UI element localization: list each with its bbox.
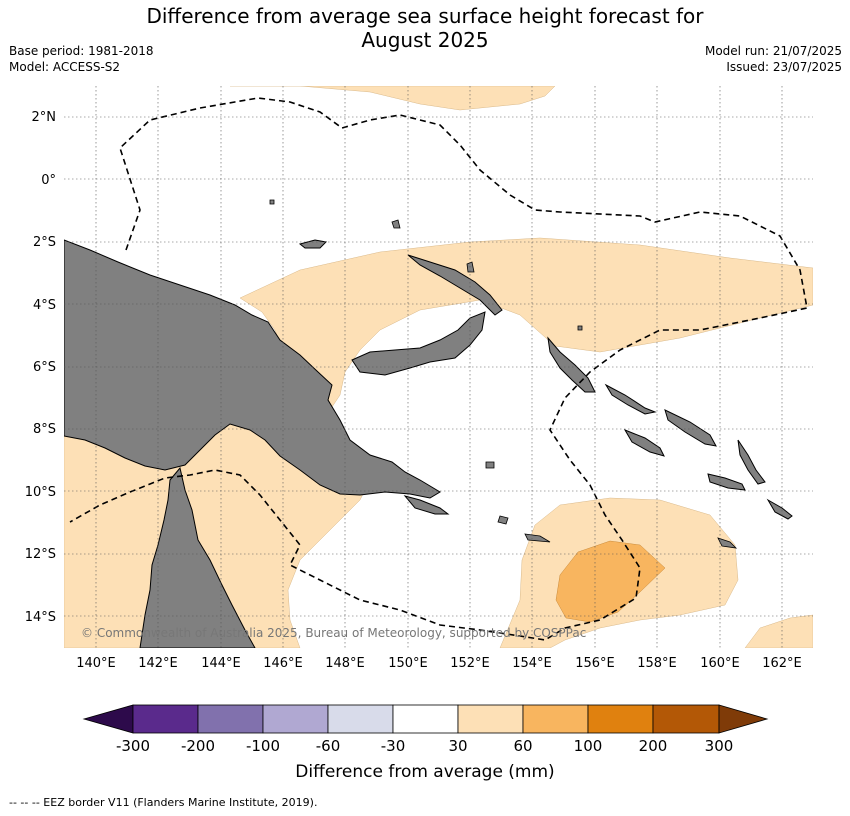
manus-island [298, 239, 328, 249]
lon-label: 154°E [512, 656, 552, 671]
model-run: Model run: 21/07/2025 [704, 44, 842, 58]
model-name: Model: ACCESS-S2 [9, 60, 121, 74]
colorbar-extend-low [82, 704, 134, 734]
colorbar-tick: 300 [705, 737, 734, 755]
colorbar-ticks: -300 -200 -100 -60 -30 30 60 100 200 300 [116, 737, 733, 755]
colorbar-tick: -200 [181, 737, 215, 755]
lon-label: 144°E [201, 656, 241, 671]
solomon-islands-5 [737, 439, 766, 485]
colorbar-segment [132, 704, 199, 734]
colorbar-tick: 100 [574, 737, 603, 755]
lon-label: 142°E [138, 656, 178, 671]
lon-label: 162°E [762, 656, 802, 671]
graticule [64, 86, 813, 648]
lon-label: 140°E [76, 656, 116, 671]
longitude-labels: 140°E 142°E 144°E 146°E 148°E 150°E 152°… [76, 656, 802, 671]
colorbar-tick: 60 [513, 737, 532, 755]
colorbar-segment [327, 704, 394, 734]
new-britain-island [351, 311, 486, 376]
anomaly-region-north [230, 86, 556, 111]
issued-date: Issued: 23/07/2025 [726, 60, 842, 74]
lat-label: 10°S [25, 485, 56, 500]
cape-york-peninsula [139, 466, 256, 648]
solomon-islands-1 [604, 383, 657, 415]
map-title: Difference from average sea surface heig… [0, 4, 850, 52]
colorbar-segment [522, 704, 589, 734]
colorbar-tick: -300 [116, 737, 150, 755]
lat-label: 12°S [25, 547, 56, 562]
meta-right: Model run: 21/07/2025 Issued: 23/07/2025 [705, 43, 842, 75]
colorbar-tick: -100 [246, 737, 280, 755]
colorbar-segment [457, 704, 524, 734]
colorbar [82, 704, 769, 734]
lat-label: 2°N [32, 110, 57, 125]
lat-label: 0° [41, 173, 56, 188]
colorbar-tick: 30 [448, 737, 467, 755]
colorbar-label: Difference from average (mm) [295, 762, 555, 782]
lon-label: 152°E [450, 656, 490, 671]
eez-border [69, 97, 808, 641]
map-plot-area: © Commonwealth of Australia 2025, Bureau… [64, 86, 813, 648]
base-period: Base period: 1981-2018 [9, 44, 154, 58]
lat-label: 2°S [33, 235, 56, 250]
new-ireland-island [407, 254, 503, 316]
colorbar-tick: 200 [639, 737, 668, 755]
lat-label: 14°S [25, 610, 56, 625]
lon-label: 146°E [263, 656, 303, 671]
colorbar-tick: -60 [316, 737, 341, 755]
colorbar-segment [392, 704, 459, 734]
solomon-islands-2 [664, 409, 717, 447]
meta-left: Base period: 1981-2018 Model: ACCESS-S2 [9, 43, 154, 75]
lat-label: 6°S [33, 360, 56, 375]
lon-label: 156°E [575, 656, 615, 671]
louisiade-islands [403, 495, 450, 515]
colorbar-segment [652, 704, 720, 734]
small-islands [269, 199, 738, 549]
latitude-labels: 2°N 0° 2°S 4°S 6°S 8°S 10°S 12°S 14°S [25, 110, 56, 625]
solomon-islands-4 [707, 473, 746, 491]
lon-label: 158°E [637, 656, 677, 671]
title-line-2: August 2025 [361, 28, 489, 52]
eez-footnote: -- -- -- EEZ border V11 (Flanders Marine… [9, 796, 318, 809]
lat-label: 8°S [33, 422, 56, 437]
colorbar-segment [262, 704, 329, 734]
lon-label: 150°E [388, 656, 428, 671]
anomaly-core-60-100 [555, 540, 666, 623]
colorbar-tick: -30 [381, 737, 406, 755]
colorbar-extend-high [718, 704, 769, 734]
solomon-islands-3 [623, 428, 665, 457]
lat-label: 4°S [33, 298, 56, 313]
new-guinea-landmass [64, 239, 441, 499]
copyright-notice: © Commonwealth of Australia 2025, Bureau… [81, 626, 586, 640]
colorbar-segment [587, 704, 654, 734]
lon-label: 160°E [700, 656, 740, 671]
solomon-islands-6 [766, 498, 793, 520]
anomaly-region-far-southeast [744, 614, 813, 648]
colorbar-segment [197, 704, 264, 734]
lon-label: 148°E [325, 656, 365, 671]
title-line-1: Difference from average sea surface heig… [146, 4, 704, 28]
